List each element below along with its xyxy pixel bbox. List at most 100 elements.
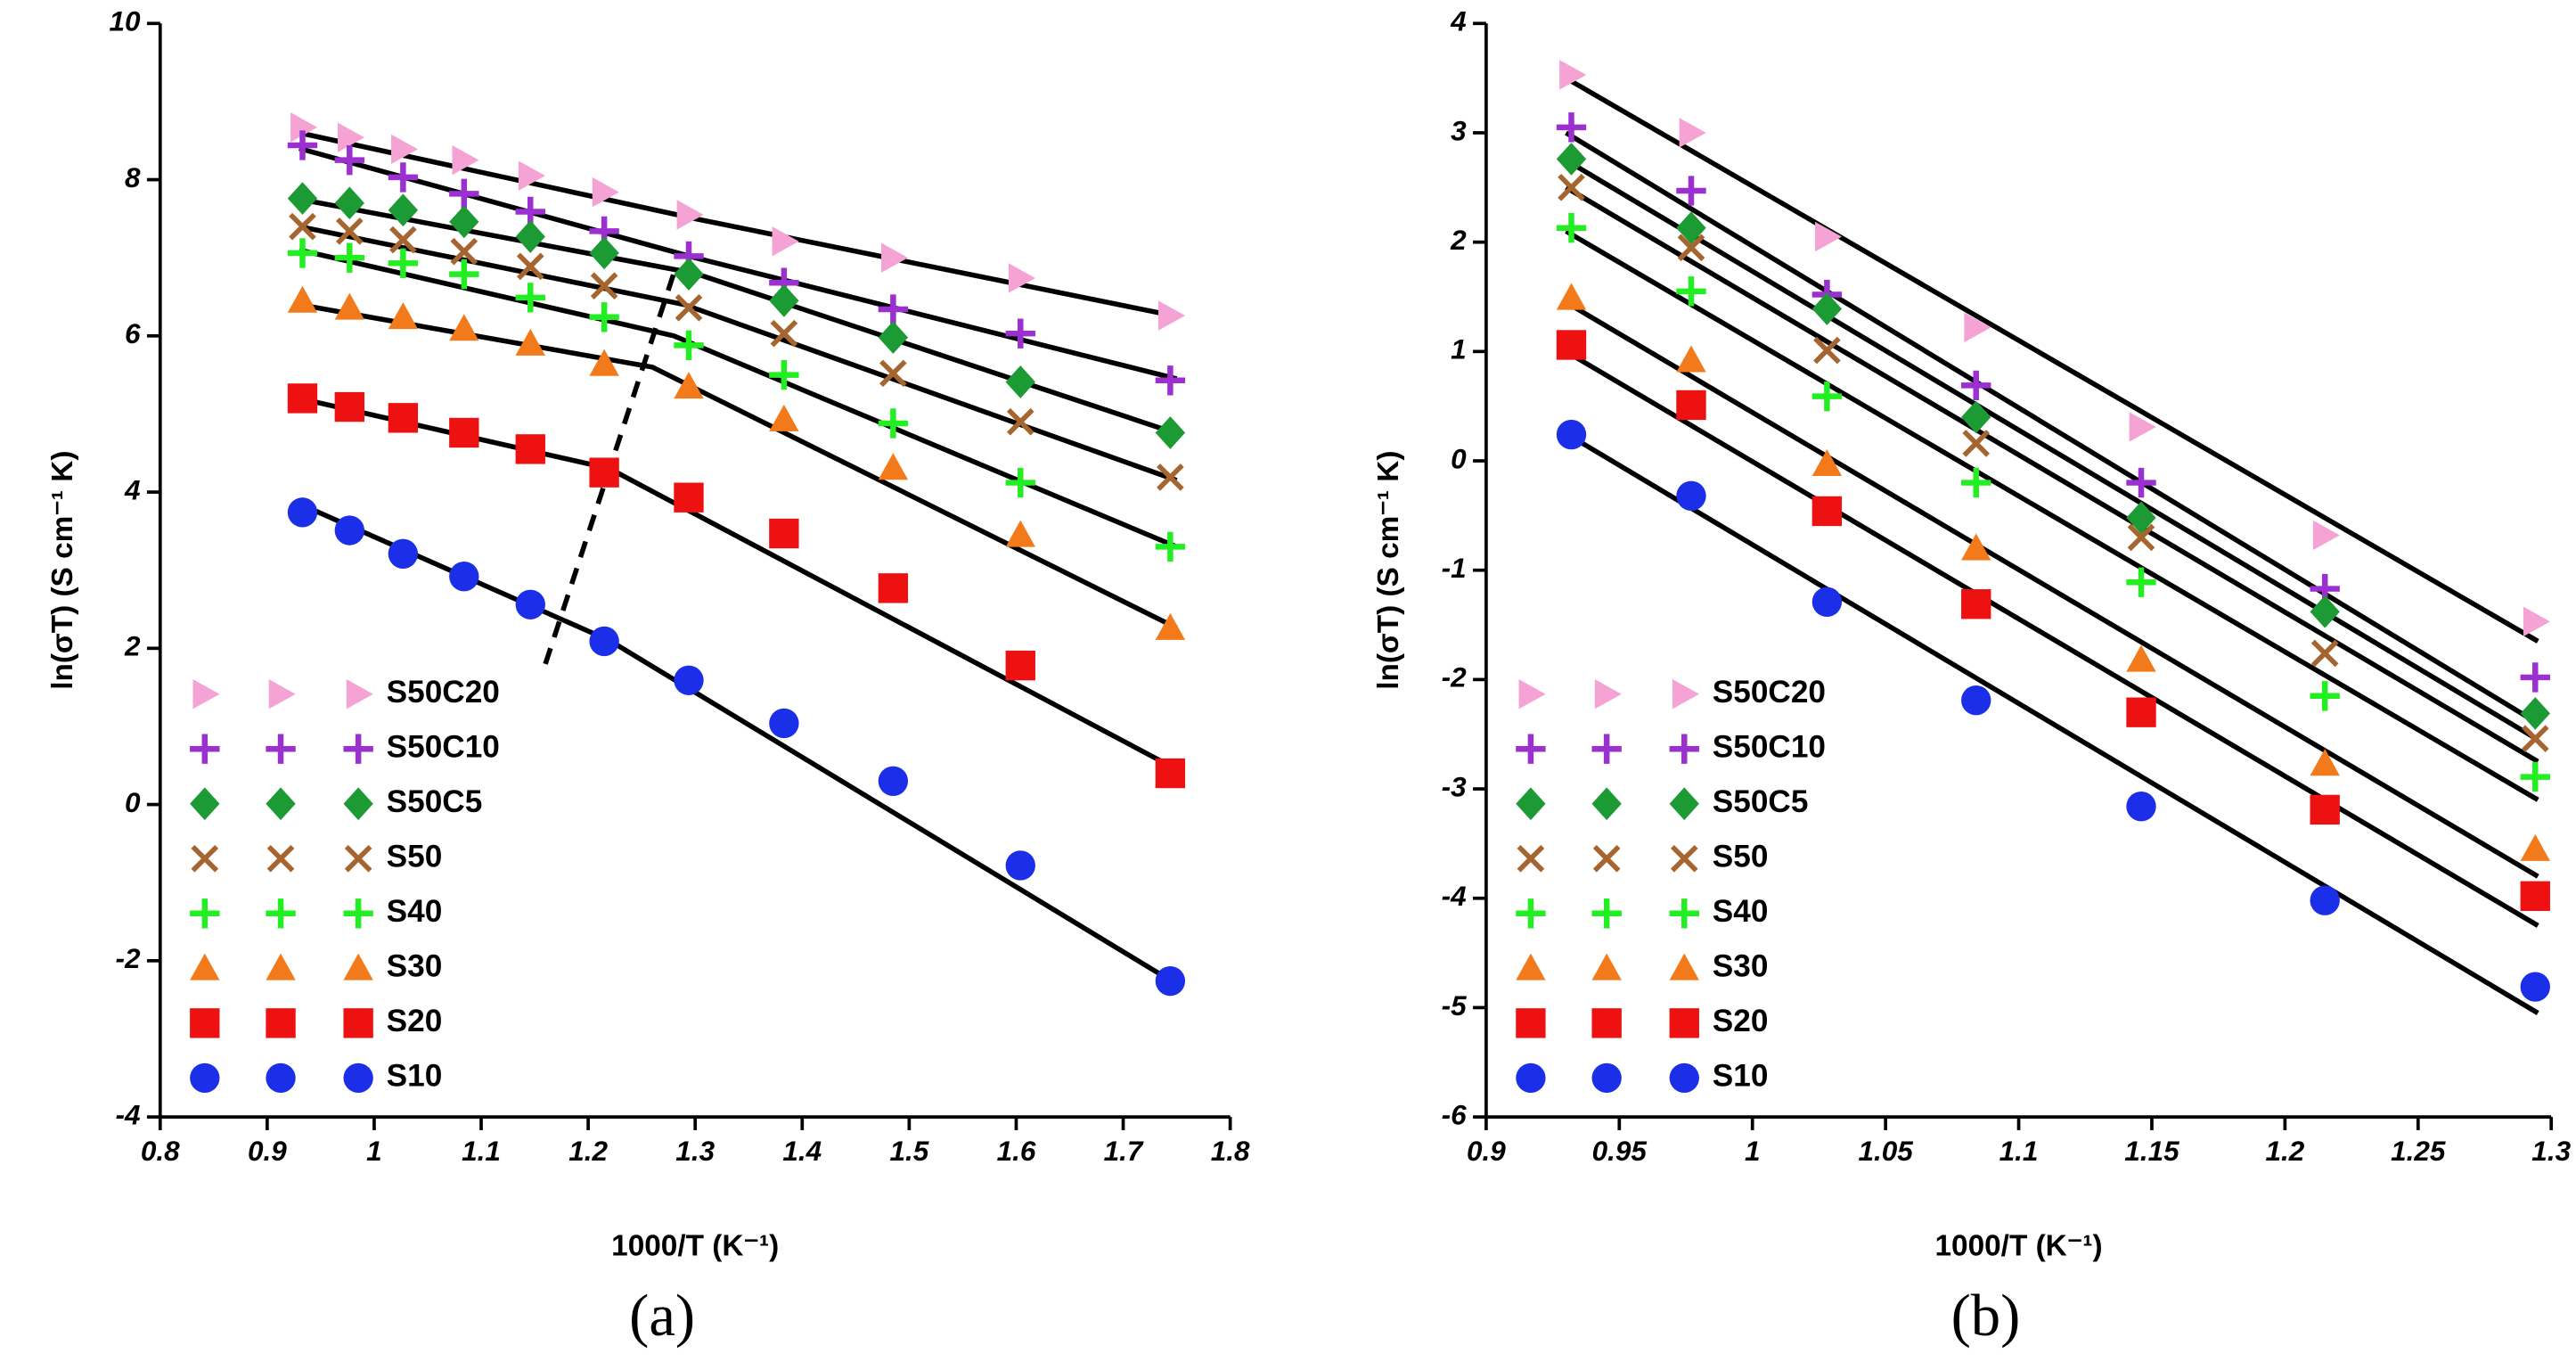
legend-marker: [266, 1062, 296, 1094]
legend-marker: [1592, 844, 1621, 873]
data-point: [1811, 292, 1843, 325]
x-tick-label: 1.4: [782, 1135, 822, 1167]
data-point: [1676, 390, 1706, 421]
data-point: [389, 226, 417, 254]
legend-marker: [1516, 1008, 1546, 1038]
legend-marker: [266, 953, 296, 980]
data-point: [1961, 685, 1991, 716]
legend-marker: [1591, 1062, 1622, 1094]
data-point: [1961, 400, 1991, 434]
data-point: [2520, 833, 2550, 861]
legend-marker: [266, 1008, 296, 1038]
data-point: [674, 482, 704, 513]
x-tick-label: 1.15: [2124, 1135, 2179, 1167]
data-point: [2523, 606, 2550, 637]
legend-marker: [343, 1062, 373, 1094]
data-point: [1556, 283, 1587, 310]
fit-line: [1565, 76, 2539, 644]
legend-marker: [343, 734, 373, 764]
data-point: [2126, 792, 2156, 822]
legend-marker: [190, 1008, 220, 1038]
legend-marker: [1518, 679, 1546, 710]
data-point: [336, 217, 364, 245]
legend-marker: [1516, 898, 1546, 929]
y-tick-label: 4: [1450, 5, 1467, 37]
data-point: [334, 391, 364, 422]
data-point: [769, 708, 799, 739]
data-point: [770, 319, 798, 348]
data-point: [289, 212, 316, 241]
data-point: [589, 349, 619, 376]
y-tick-label: 6: [125, 317, 141, 349]
data-point: [287, 285, 318, 313]
data-point: [334, 292, 364, 320]
x-tick-label: 1.7: [1104, 1135, 1144, 1167]
data-point: [515, 589, 545, 619]
x-tick-label: 0.95: [1592, 1135, 1648, 1167]
data-point: [2127, 523, 2155, 552]
data-point: [449, 562, 479, 592]
legend-marker: [1591, 898, 1622, 929]
data-point: [287, 497, 318, 528]
data-point: [1676, 480, 1706, 511]
legend-label: S50C10: [387, 730, 500, 765]
data-point: [1556, 330, 1587, 360]
y-tick-label: 2: [1450, 224, 1467, 256]
legend-marker: [346, 679, 373, 710]
legend-marker: [1517, 844, 1545, 873]
data-point: [879, 359, 907, 388]
y-axis-label: ln(σT) (S cm⁻¹ K): [1372, 451, 1405, 690]
y-tick-label: -2: [116, 942, 141, 974]
data-point: [1556, 419, 1587, 450]
fit-line: [1565, 299, 2539, 879]
x-tick-label: 1.2: [568, 1135, 608, 1167]
data-point: [1676, 345, 1706, 373]
data-point: [881, 242, 909, 273]
x-tick-label: 1.6: [997, 1135, 1036, 1167]
legend-marker: [1516, 787, 1546, 821]
x-tick-label: 1: [366, 1135, 382, 1167]
data-point: [388, 248, 419, 278]
fit-line: [298, 196, 1178, 436]
y-tick-label: 10: [109, 5, 141, 37]
data-point: [449, 258, 479, 290]
data-point: [1679, 118, 1706, 148]
data-point: [515, 283, 545, 313]
data-point: [589, 626, 619, 657]
legend-marker: [343, 787, 373, 821]
chart-panel: -4 -2 0 2 4 6 8 10 0.8 0.9 1 1.1 1.2 1.3 1.4 1.5 1.6 1.7 1…: [46, 5, 1250, 1349]
data-point: [878, 766, 909, 796]
x-tick-label: 0.9: [1467, 1135, 1506, 1167]
data-point: [287, 238, 318, 268]
data-point: [1558, 174, 1585, 201]
legend-marker: [343, 1008, 373, 1038]
legend-marker: [1591, 734, 1622, 764]
legend-label: S50C5: [387, 784, 483, 819]
data-point: [2312, 520, 2340, 551]
legend-marker: [266, 898, 296, 929]
data-point: [769, 284, 799, 317]
fit-line: [1565, 228, 2539, 802]
legend-label: S10: [1713, 1059, 1769, 1094]
data-point: [2520, 972, 2550, 1002]
data-point: [1556, 143, 1587, 176]
y-tick-label: 4: [124, 473, 141, 505]
data-point: [1005, 520, 1035, 547]
y-tick-label: 3: [1451, 114, 1467, 146]
data-point: [2126, 644, 2156, 672]
data-point: [2521, 725, 2549, 752]
data-point: [878, 573, 909, 603]
fit-line: [1565, 431, 2539, 1015]
legend-marker: [1591, 787, 1622, 821]
data-point: [1155, 416, 1186, 449]
legend-marker: [266, 734, 296, 764]
data-point: [452, 144, 479, 176]
data-point: [1815, 221, 1843, 252]
data-point: [287, 130, 318, 160]
data-point: [1556, 213, 1587, 243]
data-point: [1006, 407, 1034, 436]
data-point: [878, 321, 909, 354]
x-tick-label: 0.9: [248, 1135, 287, 1167]
fit-line: [298, 145, 1178, 381]
